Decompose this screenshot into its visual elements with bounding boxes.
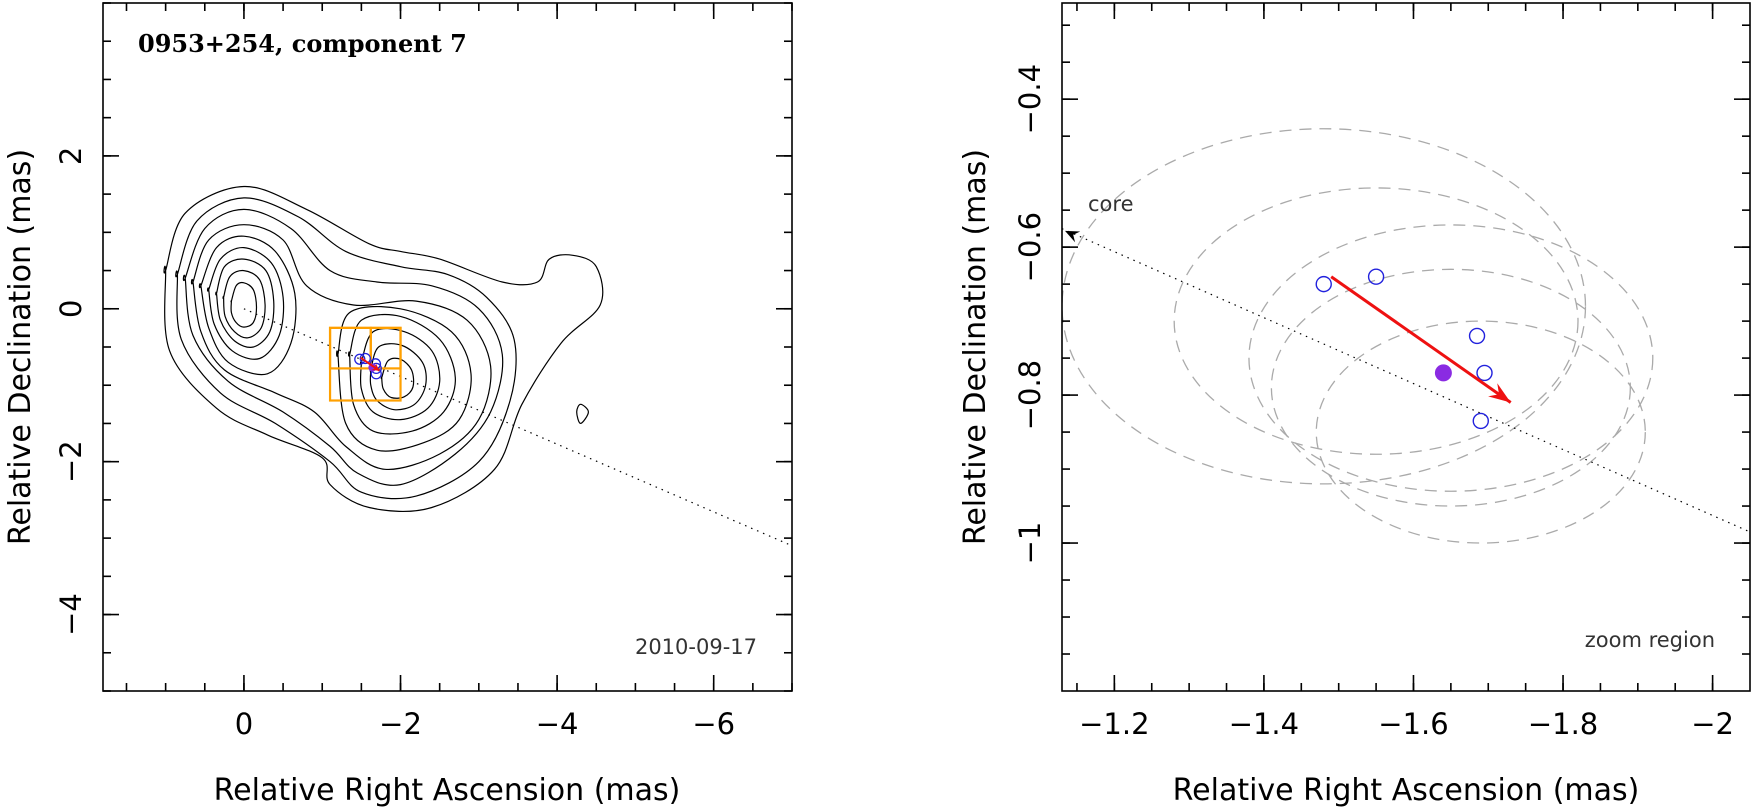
left-x-tick-label: 0 (235, 707, 253, 741)
left-x-tick-label: −6 (692, 707, 735, 741)
zoom-region-label: zoom region (1585, 628, 1715, 652)
contour-level-7 (215, 258, 275, 348)
contour-level-9 (230, 281, 258, 328)
error-ellipse (1270, 268, 1631, 507)
right-y-tick-label: −0.6 (1013, 212, 1047, 282)
position-marker (1367, 268, 1385, 285)
error-ellipse (1248, 224, 1654, 492)
left-y-axis-title: Relative Declination (mas) (3, 149, 38, 545)
mean-position-marker (1434, 364, 1452, 382)
motion-vector-arrowhead (1488, 383, 1511, 403)
right-y-tick-label: −0.8 (1013, 360, 1047, 430)
left-y-tick-label: 0 (54, 300, 88, 318)
error-ellipse (1315, 320, 1646, 544)
jet-axis-line (243, 308, 792, 547)
position-marker (1315, 275, 1332, 293)
left-panel-title: 0953+254, component 7 (138, 29, 467, 58)
left-plot-frame (102, 2, 793, 692)
left-x-tick-label: −4 (536, 707, 579, 741)
right-panel: −1.2 −1.4 −1.6 −1.8 −2 −0.4 −0.6 −0.8 −1 core zo… (958, 2, 1751, 808)
right-x-tick-label: −2 (1691, 707, 1734, 741)
contour-level-1 (163, 185, 604, 513)
left-y-tick-label: −4 (54, 593, 88, 636)
contour-level-9 (380, 357, 415, 399)
right-plot-frame (1061, 2, 1751, 692)
left-x-axis-title: Relative Right Ascension (mas) (214, 773, 681, 808)
motion-vector (1330, 275, 1512, 404)
right-x-axis-title: Relative Right Ascension (mas) (1173, 773, 1640, 808)
left-date-label: 2010-09-17 (635, 635, 757, 659)
contour-level-4 (190, 224, 492, 470)
contour-level-8 (369, 343, 427, 411)
position-marker (1468, 327, 1486, 345)
position-marker (1476, 364, 1493, 382)
right-axis-ticks: −1.2 −1.4 −1.6 −1.8 −2 −0.4 −0.6 −0.8 −1 (1013, 3, 1750, 741)
contour-level-5 (198, 235, 297, 376)
right-y-tick-label: −0.4 (1013, 64, 1047, 134)
right-y-axis-title: Relative Declination (mas) (958, 149, 993, 545)
contour-level-6 (348, 313, 456, 435)
right-x-tick-label: −1.2 (1079, 707, 1149, 741)
error-ellipse (1173, 187, 1579, 455)
position-marker (354, 353, 366, 365)
left-y-tick-label: 2 (54, 147, 88, 165)
contour-level-3 (182, 208, 504, 486)
contour-level-7 (359, 327, 441, 421)
right-y-tick-label: −1 (1013, 522, 1047, 565)
left-plot-area (163, 185, 792, 547)
contour-level-8 (222, 269, 266, 339)
left-x-tick-label: −2 (379, 707, 422, 741)
right-x-tick-label: −1.8 (1528, 707, 1598, 741)
left-panel: 0 −2 −4 −6 2 0 −2 −4 0953+254, component 7 2010… (3, 2, 793, 808)
contour-level-6 (206, 246, 285, 360)
jet-axis-line (1062, 228, 1750, 533)
right-x-tick-label: −1.6 (1378, 707, 1448, 741)
position-marker (1472, 412, 1489, 430)
contour-level-2 (175, 197, 517, 500)
error-ellipse (1062, 128, 1587, 485)
right-plot-area (1062, 128, 1750, 544)
left-axis-ticks: 0 −2 −4 −6 2 0 −2 −4 (54, 2, 793, 741)
contour-level-1 (576, 403, 590, 425)
motion-vector-arrowhead (371, 363, 380, 371)
left-y-tick-label: −2 (54, 440, 88, 483)
core-direction-arrow (1065, 230, 1081, 243)
right-x-tick-label: −1.4 (1229, 707, 1299, 741)
zoom-box (369, 326, 402, 370)
core-label: core (1088, 192, 1134, 216)
